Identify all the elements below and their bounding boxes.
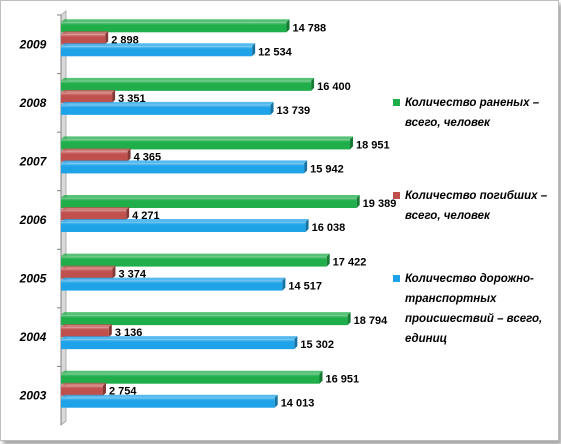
legend-swatch-accidents (393, 275, 400, 282)
value-label-2003-series-0: 16 951 (326, 374, 360, 386)
value-label-2003-series-2: 14 013 (281, 398, 315, 410)
value-label-2007-series-0: 18 951 (356, 139, 390, 151)
y-tick-label-2004: 2004 (19, 330, 47, 344)
bar-2006-series-2 (61, 219, 309, 232)
value-label-2006-series-2: 16 038 (312, 222, 346, 234)
legend-label-accidents-line2: транспортных (405, 293, 497, 305)
legend-label-accidents-line1: Количество дорожно- (405, 273, 534, 285)
legend-label-killed-line2: всего, человек (405, 210, 490, 222)
bar-2009-series-2 (61, 43, 256, 57)
legend-swatch-injured (393, 99, 400, 106)
legend-label-accidents-line3: происшествий – всего, (405, 313, 543, 325)
y-tick-label-2007: 2007 (19, 154, 48, 168)
bar-2005-series-2 (61, 277, 286, 291)
legend-label-injured-line1: Количество раненых – (405, 97, 540, 109)
legend-label-killed-line1: Количество погибших – (405, 190, 548, 202)
bar-2003-series-2 (61, 394, 278, 408)
value-label-2005-series-2: 14 517 (288, 281, 322, 293)
legend-item-killed: Количество погибших – всего, человек (393, 186, 558, 226)
bar-2006-series-1 (61, 207, 130, 220)
bar-2003-series-1 (61, 382, 106, 396)
bar-2008-series-2 (61, 101, 274, 115)
bar-2005-series-1 (61, 265, 116, 279)
value-label-2009-series-2: 12 534 (258, 46, 293, 58)
bar-2007-series-0 (61, 136, 354, 150)
bar-2004-series-1 (61, 324, 112, 338)
value-label-2007-series-2: 15 942 (310, 163, 344, 175)
bar-2009-series-0 (61, 19, 290, 33)
value-label-2008-series-2: 13 739 (277, 105, 311, 117)
bar-2007-series-2 (61, 160, 308, 174)
value-label-2004-series-2: 15 302 (300, 339, 334, 351)
bar-2008-series-0 (61, 77, 315, 91)
legend-item-accidents: Количество дорожно- транспортных происше… (393, 269, 558, 349)
bar-2004-series-0 (61, 312, 351, 326)
y-tick-label-2003: 2003 (19, 389, 47, 403)
value-label-2006-series-0: 19 389 (363, 198, 397, 210)
y-tick-label-2008: 2008 (19, 96, 47, 110)
bar-2003-series-0 (61, 370, 323, 384)
bar-2007-series-1 (61, 148, 131, 162)
legend-swatch-killed (393, 192, 400, 199)
y-tick-label-2006: 2006 (19, 213, 47, 227)
bar-2006-series-0 (61, 195, 360, 208)
value-label-2009-series-0: 14 788 (293, 22, 327, 34)
legend-item-injured: Количество раненых – всего, человек (393, 93, 558, 133)
bar-2009-series-1 (61, 31, 109, 45)
bar-2008-series-1 (61, 89, 116, 103)
bar-2005-series-0 (61, 253, 330, 267)
y-tick-label-2009: 2009 (19, 37, 47, 51)
value-label-2008-series-0: 16 400 (317, 81, 351, 93)
value-label-2005-series-0: 17 422 (333, 257, 367, 269)
value-label-2004-series-0: 18 794 (354, 315, 389, 327)
y-tick-label-2005: 2005 (19, 272, 47, 286)
legend-label-accidents-line4: единиц (405, 333, 448, 345)
legend-label-injured-line2: всего, человек (405, 117, 490, 129)
bar-2004-series-2 (61, 336, 298, 350)
